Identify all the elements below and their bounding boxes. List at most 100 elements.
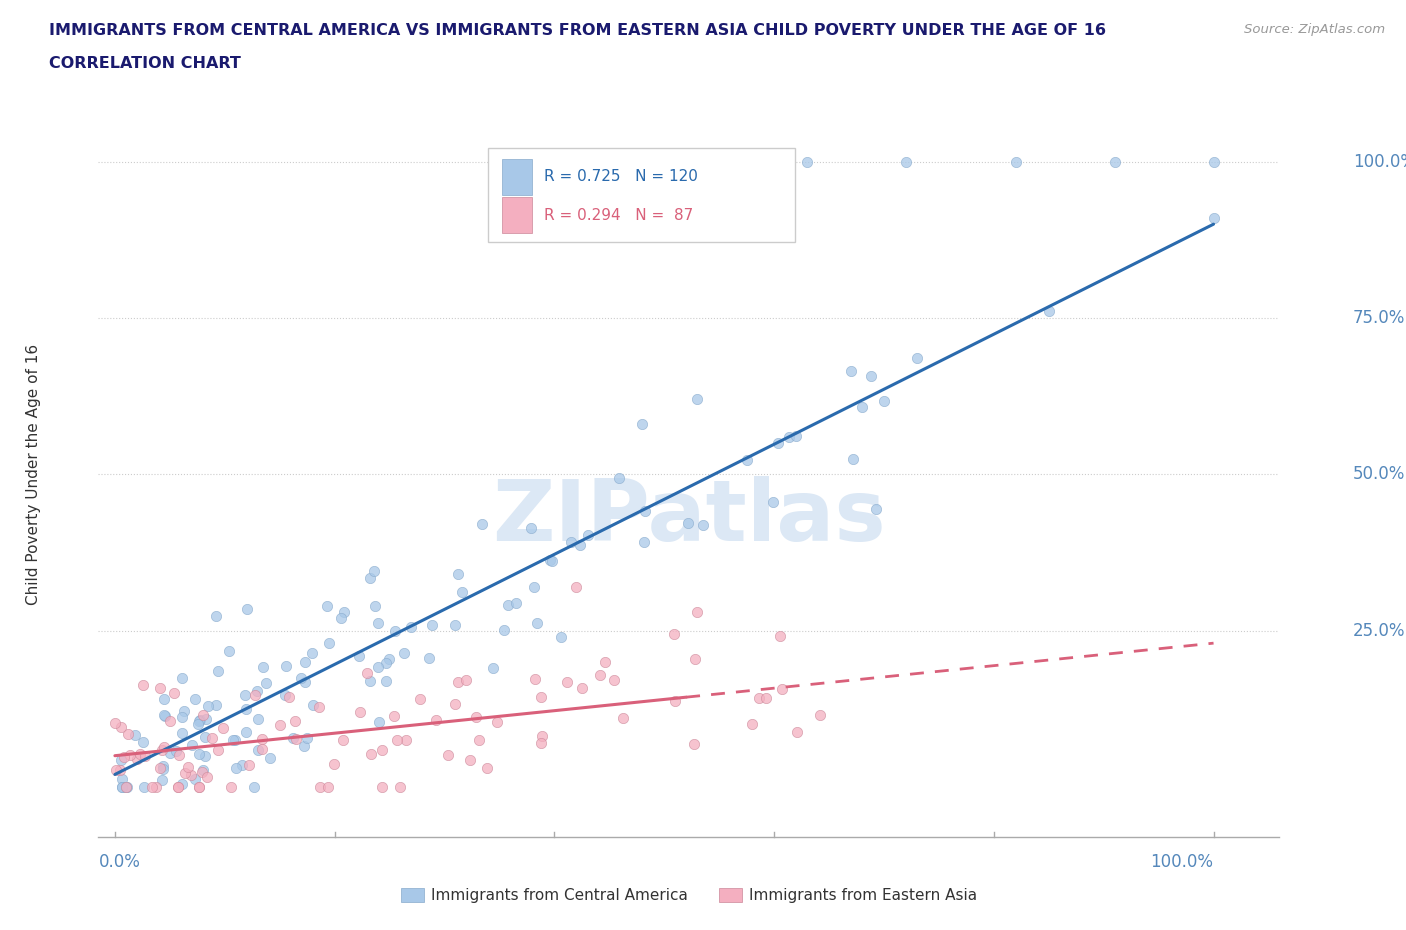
Text: IMMIGRANTS FROM CENTRAL AMERICA VS IMMIGRANTS FROM EASTERN ASIA CHILD POVERTY UN: IMMIGRANTS FROM CENTRAL AMERICA VS IMMIG… bbox=[49, 23, 1107, 38]
Point bbox=[565, 579, 588, 594]
Text: Child Poverty Under the Age of 16: Child Poverty Under the Age of 16 bbox=[25, 344, 41, 604]
Point bbox=[197, 770, 219, 785]
Point bbox=[420, 618, 443, 632]
Point bbox=[748, 691, 770, 706]
Point bbox=[246, 711, 269, 726]
Point bbox=[278, 690, 301, 705]
Point bbox=[111, 772, 134, 787]
Point bbox=[117, 726, 139, 741]
Point bbox=[191, 763, 214, 777]
Point bbox=[190, 764, 212, 779]
Point bbox=[141, 779, 163, 794]
Point bbox=[224, 733, 246, 748]
Point bbox=[359, 570, 381, 585]
Point bbox=[165, 744, 187, 759]
Point bbox=[387, 732, 409, 747]
Point bbox=[205, 609, 228, 624]
Point bbox=[370, 742, 392, 757]
Point bbox=[378, 652, 401, 667]
Point bbox=[762, 494, 785, 509]
Point bbox=[634, 503, 657, 518]
Point bbox=[207, 663, 229, 678]
Point bbox=[796, 154, 818, 169]
Point bbox=[523, 672, 546, 687]
Point bbox=[117, 779, 139, 794]
Point bbox=[110, 752, 132, 767]
Text: 50.0%: 50.0% bbox=[1353, 465, 1405, 484]
Point bbox=[631, 417, 654, 432]
Point bbox=[184, 692, 207, 707]
Point bbox=[132, 779, 155, 794]
Point bbox=[589, 667, 612, 682]
Point bbox=[735, 452, 758, 467]
Point bbox=[329, 610, 352, 625]
Text: R = 0.725   N = 120: R = 0.725 N = 120 bbox=[544, 169, 697, 184]
Point bbox=[451, 584, 474, 599]
Point bbox=[676, 515, 699, 530]
Point bbox=[301, 646, 323, 661]
Point bbox=[367, 714, 389, 729]
Point bbox=[153, 739, 176, 754]
Point bbox=[842, 452, 865, 467]
Point bbox=[399, 619, 422, 634]
Text: 100.0%: 100.0% bbox=[1353, 153, 1406, 170]
Point bbox=[388, 779, 411, 794]
Point bbox=[294, 654, 316, 669]
Point bbox=[254, 675, 277, 690]
Point bbox=[526, 616, 548, 631]
Point bbox=[458, 753, 481, 768]
Point bbox=[520, 521, 543, 536]
Point bbox=[292, 738, 315, 753]
Point bbox=[110, 720, 132, 735]
Point bbox=[205, 698, 228, 712]
Point bbox=[225, 761, 247, 776]
Text: CORRELATION CHART: CORRELATION CHART bbox=[49, 56, 240, 71]
Point bbox=[593, 655, 616, 670]
Point bbox=[247, 742, 270, 757]
Point bbox=[284, 713, 307, 728]
Point bbox=[443, 697, 465, 711]
Point bbox=[318, 636, 340, 651]
Point bbox=[174, 765, 197, 780]
Point bbox=[550, 630, 572, 644]
Bar bbox=[502, 159, 531, 195]
Point bbox=[316, 598, 339, 613]
Point bbox=[363, 563, 385, 578]
FancyBboxPatch shape bbox=[488, 148, 796, 242]
Point bbox=[692, 517, 714, 532]
Point bbox=[112, 750, 135, 764]
Point bbox=[172, 710, 194, 724]
Point bbox=[851, 399, 873, 414]
Point bbox=[252, 659, 274, 674]
Point bbox=[785, 429, 807, 444]
Point bbox=[755, 690, 778, 705]
Point bbox=[475, 761, 498, 776]
Point bbox=[219, 779, 242, 794]
Point bbox=[104, 715, 127, 730]
Point bbox=[778, 430, 800, 445]
Point bbox=[163, 686, 186, 701]
Point bbox=[770, 682, 793, 697]
Point bbox=[374, 656, 396, 671]
Point bbox=[153, 692, 176, 707]
Point bbox=[523, 579, 546, 594]
Point bbox=[859, 368, 882, 383]
Point bbox=[456, 672, 478, 687]
Point bbox=[371, 779, 394, 794]
Point bbox=[149, 681, 172, 696]
Point bbox=[468, 733, 491, 748]
Point bbox=[494, 622, 516, 637]
Point bbox=[686, 604, 709, 619]
Point bbox=[356, 666, 378, 681]
Point bbox=[172, 777, 194, 791]
Point bbox=[394, 645, 416, 660]
Point bbox=[243, 687, 266, 702]
Point bbox=[425, 712, 447, 727]
Point bbox=[250, 741, 273, 756]
Point bbox=[808, 708, 831, 723]
Point bbox=[741, 717, 763, 732]
Point bbox=[409, 691, 432, 706]
Point bbox=[188, 712, 211, 727]
Text: 75.0%: 75.0% bbox=[1353, 309, 1405, 327]
Point bbox=[125, 751, 148, 766]
